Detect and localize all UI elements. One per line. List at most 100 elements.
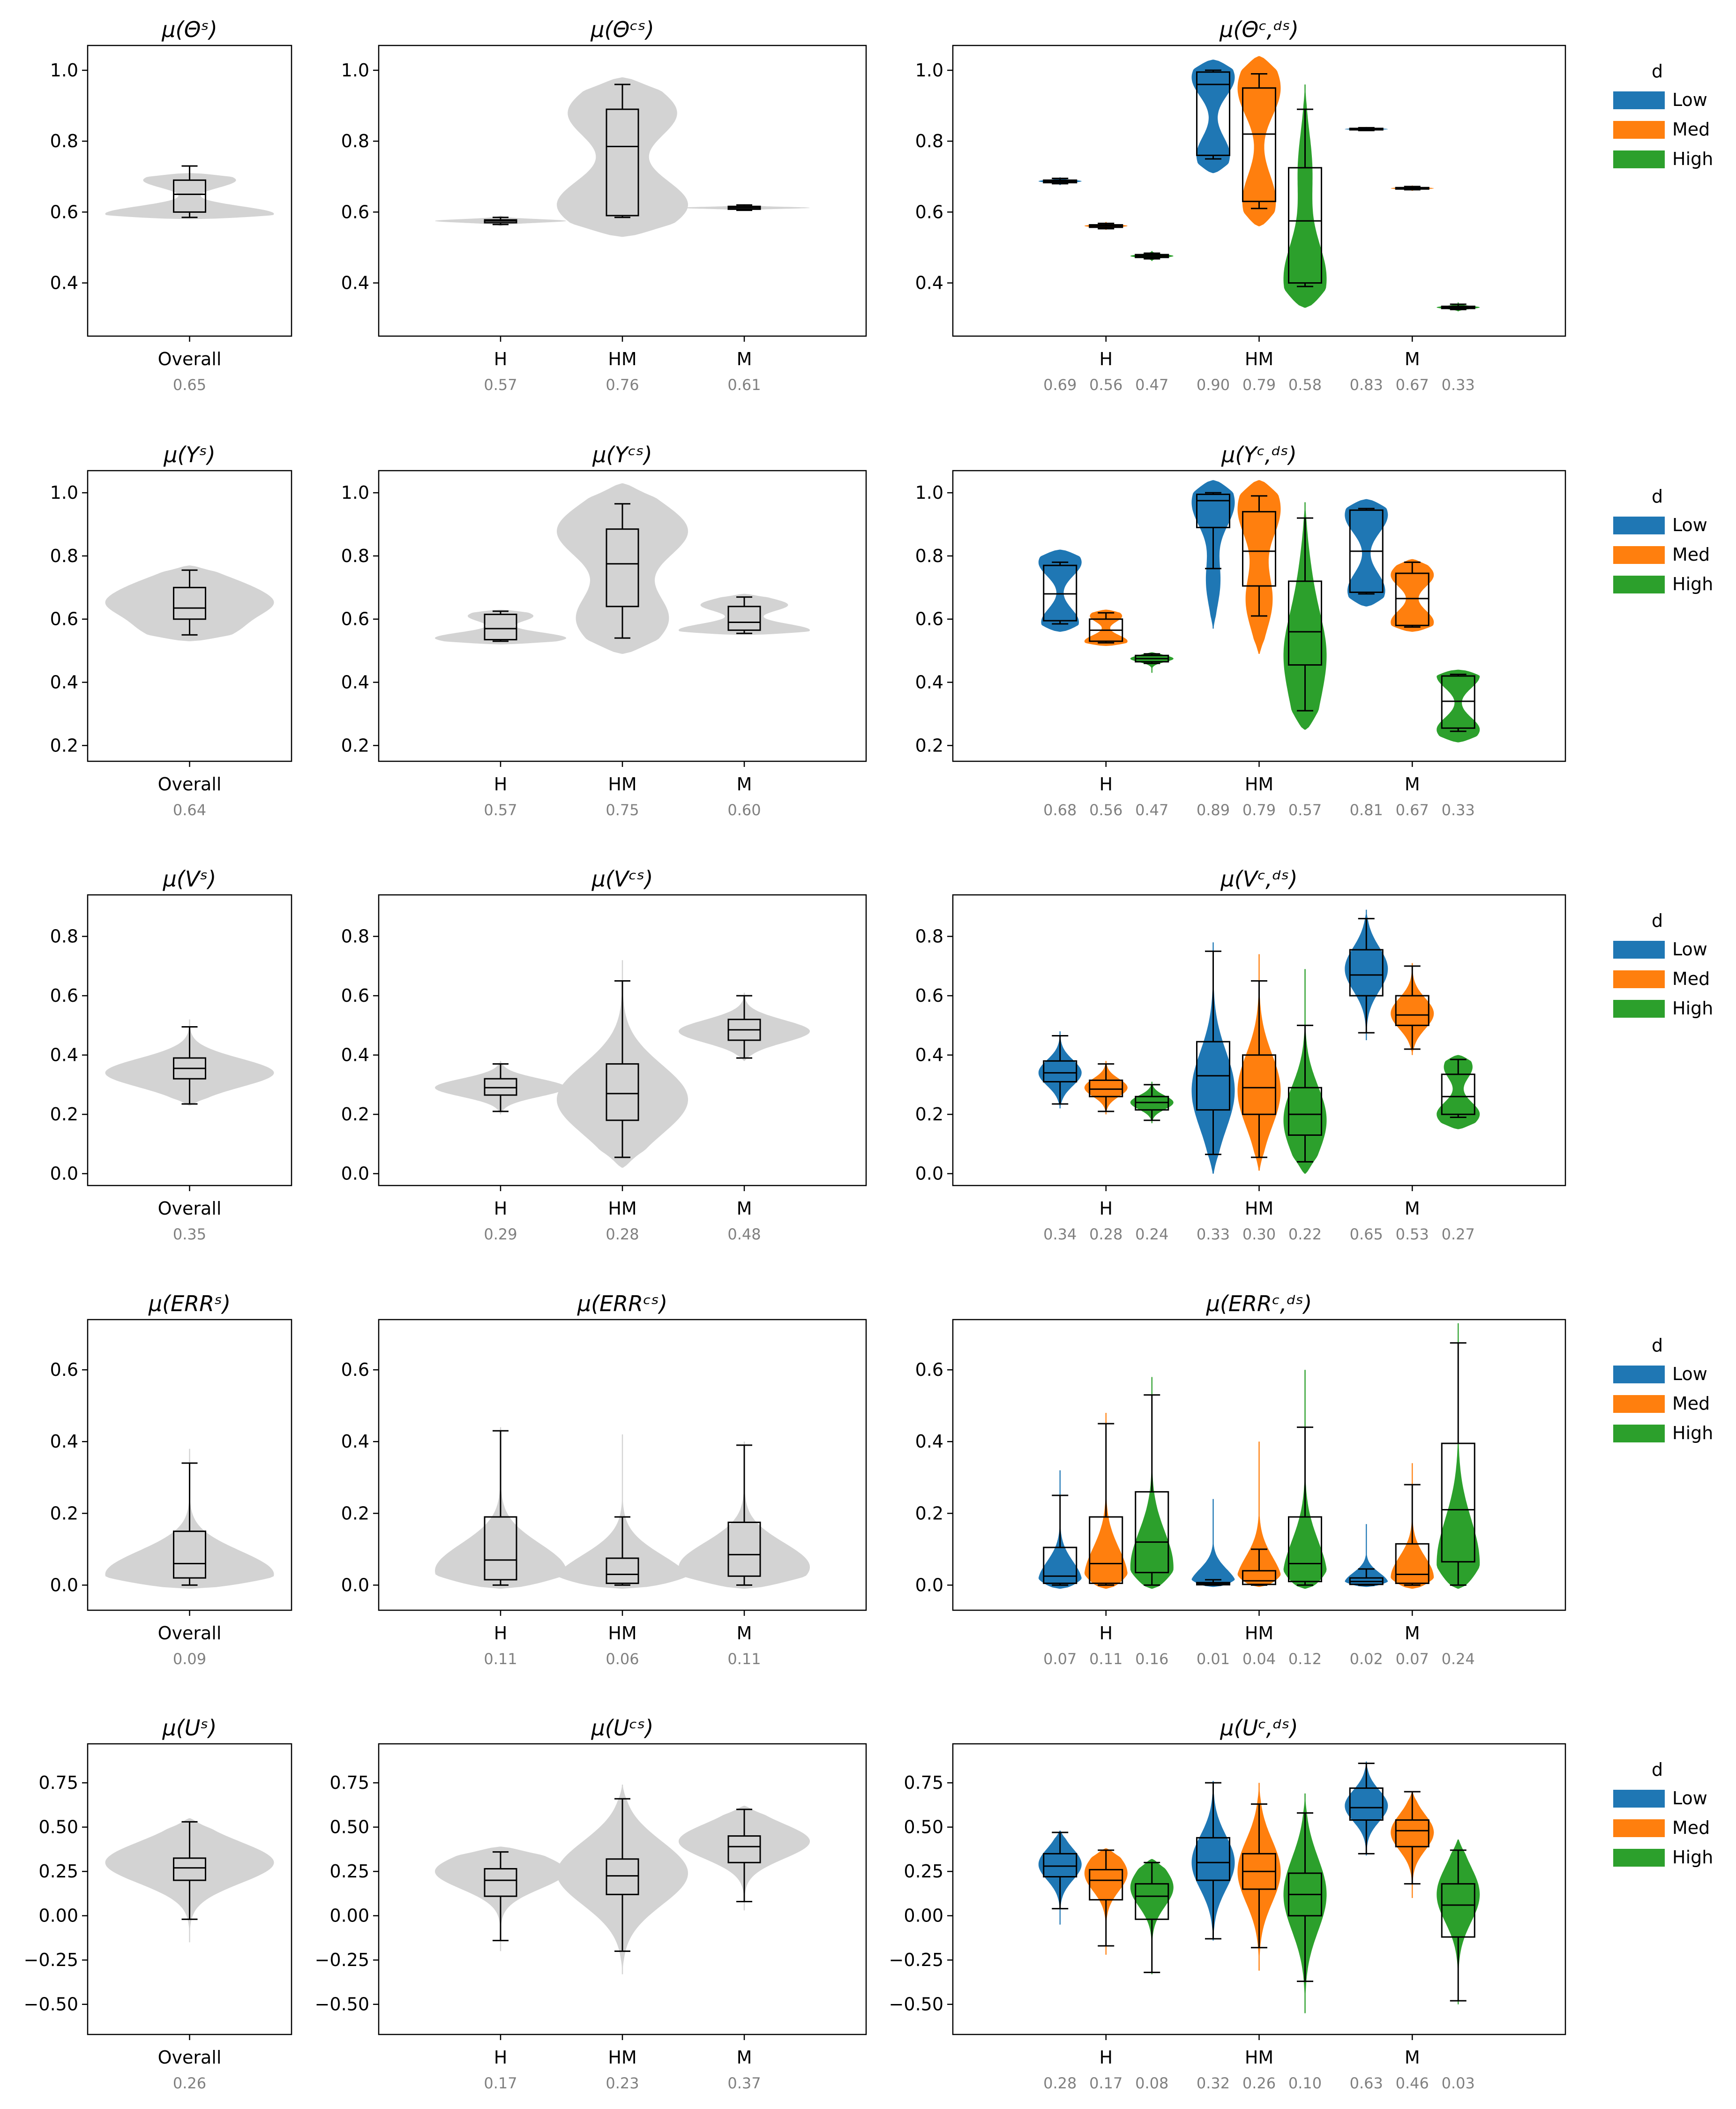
y-tick-label: 0.50 — [38, 1817, 78, 1838]
boxplot-u-class-M-box — [727, 1835, 761, 1863]
y-tick-label: 0.0 — [915, 1575, 943, 1595]
x-tick-label: H — [1099, 2047, 1113, 2068]
y-tick-label: 0.6 — [341, 609, 369, 630]
mean-label: 0.16 — [1135, 1650, 1168, 1668]
panel-err-overall: μ(ERRˢ) 0.0 0.2 0.4 0.6 0.09 Overall — [50, 1291, 292, 1668]
boxplot-y-split-HM-high — [1288, 517, 1322, 712]
violin-v-split-H-med — [1084, 1061, 1128, 1115]
x-tick-label: M — [737, 1623, 752, 1644]
violin-u-class-M — [679, 1806, 810, 1911]
x-tick-label: H — [1099, 349, 1113, 369]
boxplot-v-split-HM-low — [1196, 950, 1230, 1156]
boxplot-y-split-HM-low — [1196, 492, 1230, 570]
y-tick-label: 0.8 — [50, 546, 78, 566]
boxplot-err-overall-Overall-box — [173, 1531, 206, 1579]
mean-label: 0.11 — [484, 1650, 517, 1668]
boxplot-theta-split-HM-med-box — [1242, 87, 1276, 203]
boxplot-v-split-H-low — [1043, 1035, 1078, 1105]
boxplot-y-split-M-med-box — [1395, 572, 1429, 626]
panel-y-split: μ(Yᶜ,ᵈˢ) 0.2 0.4 0.6 0.8 1.0 0.68 0.56 0.47 0.89 0… — [915, 442, 1566, 819]
legend-label-low: Low — [1672, 1788, 1707, 1809]
boxplot-u-split-H-med-box — [1089, 1869, 1123, 1901]
boxplot-u-class-HM — [606, 1798, 639, 1952]
y-tick-label: 1.0 — [341, 482, 369, 503]
x-tick-label: H — [1099, 1623, 1113, 1644]
violin-u-class-HM — [557, 1785, 688, 1974]
y-tick-label: 0.2 — [341, 1503, 369, 1524]
x-tick-label: HM — [608, 1623, 636, 1644]
boxplot-y-split-H-low — [1043, 561, 1078, 625]
boxplot-v-split-M-low-box — [1349, 949, 1384, 997]
boxplot-v-split-HM-high — [1288, 1024, 1322, 1163]
y-tick-label: 0.8 — [915, 546, 943, 566]
legend-swatch-high — [1613, 576, 1665, 593]
y-tick-label: 0.6 — [50, 202, 78, 222]
y-tick-label: 0.0 — [915, 1163, 943, 1184]
panel-title: μ(ERRᶜˢ) — [577, 1291, 667, 1316]
mean-label: 0.60 — [727, 801, 761, 819]
boxplot-theta-class-H — [484, 217, 517, 225]
mean-label: 0.76 — [606, 376, 639, 394]
x-tick-label: M — [1405, 774, 1420, 795]
x-tick-label: M — [1405, 1198, 1420, 1219]
boxplot-u-split-M-low — [1349, 1763, 1384, 1854]
x-tick-label: HM — [1245, 774, 1273, 795]
mean-label: 0.17 — [484, 2074, 517, 2092]
mean-label: 0.33 — [1442, 376, 1475, 394]
boxplot-y-split-M-med — [1395, 561, 1429, 628]
boxplot-v-split-H-high-box — [1135, 1096, 1169, 1111]
boxplot-v-split-HM-med-box — [1242, 1054, 1276, 1115]
panel-title: μ(Vˢ) — [163, 866, 217, 892]
legend-title: d — [1652, 910, 1663, 931]
mean-label: 0.33 — [1197, 1225, 1230, 1243]
mean-label: 0.04 — [1242, 1650, 1276, 1668]
panel-title: μ(Θᶜ,ᵈˢ) — [1219, 17, 1299, 42]
legend-swatch-med — [1613, 970, 1665, 988]
mean-label: 0.09 — [173, 1650, 206, 1668]
boxplot-theta-class-HM — [606, 83, 639, 218]
mean-label: 0.03 — [1442, 2074, 1475, 2092]
x-tick-label: M — [1405, 2047, 1420, 2068]
violin-u-split-H-high — [1130, 1859, 1174, 1974]
violin-err-split-HM-med — [1237, 1441, 1281, 1587]
boxplot-err-split-H-low — [1043, 1494, 1078, 1586]
boxplot-y-overall-Overall — [173, 569, 206, 636]
boxplot-y-split-HM-high-box — [1288, 580, 1322, 666]
boxplot-u-split-M-med — [1395, 1791, 1429, 1885]
violin-y-split-M-med — [1391, 559, 1434, 632]
y-tick-label: 0.2 — [915, 1104, 943, 1125]
boxplot-err-split-HM-high — [1288, 1426, 1322, 1586]
boxplot-y-overall-Overall-box — [173, 586, 206, 620]
y-tick-label: 0.0 — [50, 1575, 78, 1595]
y-tick-label: 0.6 — [341, 202, 369, 222]
violin-u-split-HM-high — [1283, 1793, 1327, 2013]
y-tick-label: 0.2 — [50, 1503, 78, 1524]
mean-label: 0.07 — [1396, 1650, 1429, 1668]
x-tick-label: HM — [608, 2047, 636, 2068]
mean-label: 0.22 — [1288, 1225, 1322, 1243]
boxplot-v-class-M — [727, 995, 761, 1059]
x-tick-label: HM — [608, 1198, 636, 1219]
y-tick-label: 0.4 — [50, 1431, 78, 1452]
mean-label: 0.79 — [1242, 801, 1276, 819]
mean-label: 0.30 — [1242, 1225, 1276, 1243]
boxplot-theta-split-M-high — [1441, 303, 1475, 310]
boxplot-u-class-H-box — [484, 1868, 517, 1897]
y-tick-label: 0.4 — [50, 1045, 78, 1066]
violin-y-overall-Overall — [105, 565, 274, 641]
mean-label: 0.32 — [1197, 2074, 1230, 2092]
y-tick-label: 0.2 — [915, 1503, 943, 1524]
legend-swatch-high — [1613, 1849, 1665, 1867]
violin-err-class-HM — [557, 1434, 688, 1589]
y-tick-label: 0.2 — [915, 735, 943, 756]
boxplot-y-class-M — [727, 596, 761, 634]
mean-label: 0.64 — [173, 801, 206, 819]
panel-title: μ(Θᶜˢ) — [590, 17, 654, 42]
panel-u-class: μ(Uᶜˢ) −0.50 −0.25 0.00 0.25 0.50 0.75 0.17 0.23… — [315, 1715, 867, 2092]
boxplot-u-overall-Overall-box — [173, 1857, 206, 1881]
legend-label-med: Med — [1672, 544, 1710, 565]
legend-label-high: High — [1672, 1423, 1713, 1443]
boxplot-err-class-M — [727, 1444, 761, 1586]
x-tick-label: HM — [608, 774, 636, 795]
